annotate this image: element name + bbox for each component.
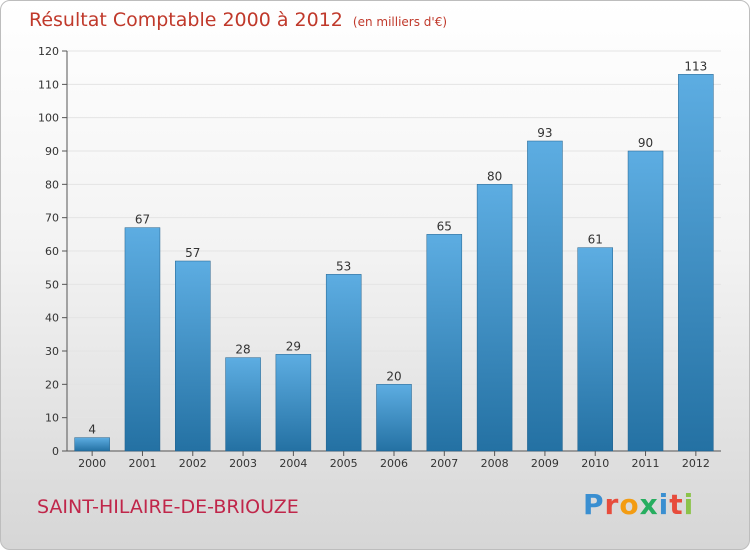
place-name: SAINT-HILAIRE-DE-BRIOUZE bbox=[37, 496, 299, 518]
bar bbox=[577, 247, 613, 452]
logo-letter: i bbox=[658, 488, 670, 521]
y-tick-label: 50 bbox=[45, 278, 59, 291]
y-tick-label: 20 bbox=[45, 378, 59, 391]
x-tick-label: 2008 bbox=[481, 457, 509, 470]
y-tick-label: 100 bbox=[38, 112, 59, 125]
y-tick-label: 70 bbox=[45, 212, 59, 225]
y-tick-label: 80 bbox=[45, 178, 59, 191]
y-tick-label: 60 bbox=[45, 245, 59, 258]
bar-value-label: 67 bbox=[135, 213, 150, 227]
y-tick-label: 30 bbox=[45, 345, 59, 358]
bar bbox=[325, 274, 362, 452]
logo-letter: r bbox=[604, 488, 620, 521]
bar bbox=[225, 357, 261, 452]
y-tick-label: 40 bbox=[45, 312, 59, 325]
x-tick-label: 2009 bbox=[531, 457, 559, 470]
bar-value-label: 28 bbox=[235, 343, 250, 357]
bar-value-label: 29 bbox=[286, 339, 301, 353]
bar-value-label: 4 bbox=[88, 423, 96, 437]
y-tick-label: 10 bbox=[45, 412, 59, 425]
bar bbox=[476, 184, 513, 452]
bar-value-label: 90 bbox=[638, 136, 653, 150]
y-tick-label: 0 bbox=[52, 445, 59, 458]
chart-subtitle: (en milliers d'€) bbox=[352, 15, 448, 29]
bar bbox=[627, 150, 664, 452]
x-tick-label: 2011 bbox=[632, 457, 660, 470]
proxiti-logo: Proxiti bbox=[583, 488, 694, 521]
title-text: Résultat Comptable 2000 à 2012 bbox=[29, 9, 343, 31]
bar bbox=[527, 140, 563, 452]
x-tick-label: 2003 bbox=[229, 457, 257, 470]
logo-letter: i bbox=[683, 488, 695, 521]
y-tick-label: 120 bbox=[38, 45, 59, 58]
x-tick-label: 2002 bbox=[179, 457, 207, 470]
bar-value-label: 61 bbox=[588, 233, 603, 247]
x-tick-label: 2004 bbox=[279, 457, 307, 470]
x-tick-label: 2006 bbox=[380, 457, 408, 470]
bar bbox=[175, 260, 211, 452]
bar-value-label: 57 bbox=[185, 246, 200, 260]
y-tick-label: 110 bbox=[38, 78, 59, 91]
logo-letter: o bbox=[619, 488, 640, 521]
x-tick-label: 2005 bbox=[330, 457, 358, 470]
x-tick-label: 2007 bbox=[430, 457, 458, 470]
bar bbox=[376, 384, 412, 452]
logo-letter: P bbox=[583, 488, 605, 521]
bar bbox=[124, 227, 161, 452]
bar-value-label: 80 bbox=[487, 169, 502, 183]
bar-value-label: 93 bbox=[537, 126, 552, 140]
x-tick-label: 2001 bbox=[128, 457, 156, 470]
y-tick-label: 90 bbox=[45, 145, 59, 158]
chart-title: Résultat Comptable 2000 à 2012 (en millie… bbox=[29, 9, 447, 31]
x-tick-label: 2000 bbox=[78, 457, 106, 470]
bar-value-label: 65 bbox=[437, 219, 452, 233]
bar bbox=[275, 354, 312, 452]
x-tick-label: 2010 bbox=[581, 457, 609, 470]
logo-letter: x bbox=[639, 488, 659, 521]
bar bbox=[426, 234, 463, 452]
bar-value-label: 20 bbox=[386, 369, 401, 383]
bar bbox=[678, 74, 714, 452]
bar-value-label: 113 bbox=[684, 59, 707, 73]
bar-value-label: 53 bbox=[336, 259, 351, 273]
bar bbox=[74, 437, 110, 452]
x-tick-label: 2012 bbox=[682, 457, 710, 470]
logo-letter: t bbox=[669, 488, 684, 521]
